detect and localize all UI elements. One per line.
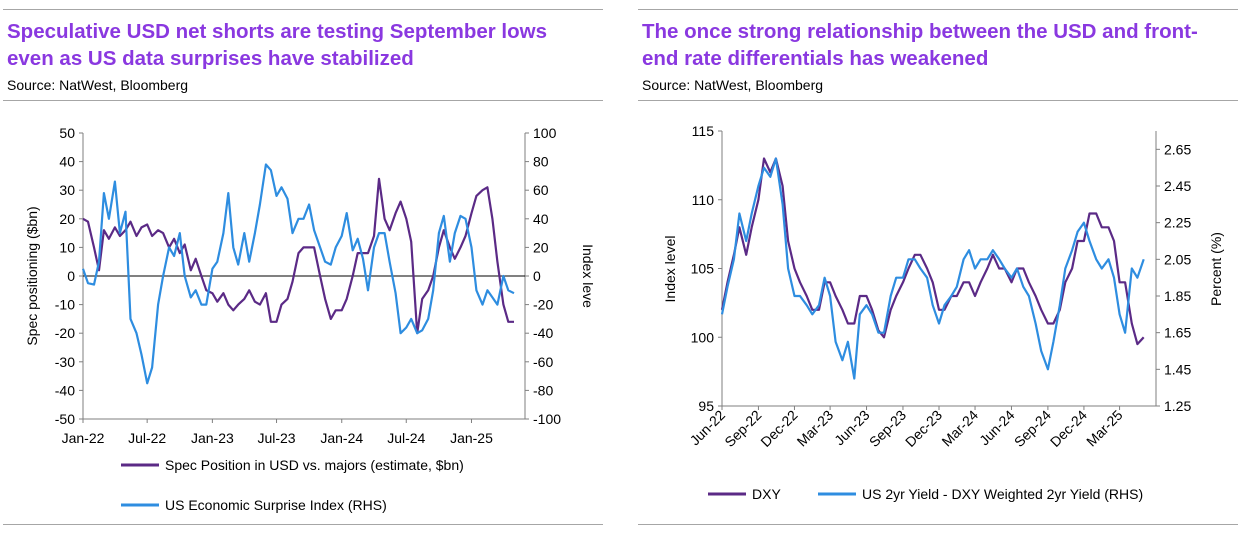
y-tick-label: -50: [55, 411, 75, 427]
y2-tick-label: 20: [533, 239, 549, 255]
x-tick-label: Dec-22: [757, 407, 800, 450]
y-tick-label: -10: [55, 297, 75, 313]
y-tick-label: 105: [691, 261, 715, 277]
x-tick-label: Jul-22: [128, 430, 166, 446]
chart-dxy-rate-differential: 115 110 105 100 95 2.65 2.45 2.25 2.05 1.85 1.65 1.…: [662, 123, 1224, 502]
y2-axis-label: Percent (%): [1208, 232, 1224, 306]
x-tick-label: Mar-24: [938, 407, 981, 450]
series-line-1: [720, 157, 1145, 346]
y-axis-label: Spec positioning ($bn): [24, 206, 40, 345]
y-axis-label: Index level: [662, 236, 678, 303]
source-note: Source: NatWest, Bloomberg: [7, 77, 189, 93]
x-tick-label: Jan-23: [191, 430, 234, 446]
x-tick-label: Jan-24: [320, 430, 363, 446]
y-tick-label: 50: [59, 125, 75, 141]
y-tick-label: 100: [691, 329, 715, 345]
y2-tick-label: 40: [533, 211, 549, 227]
legend-label: Spec Position in USD vs. majors (estimat…: [165, 457, 464, 473]
top-rule: [638, 9, 1238, 10]
y2-tick-label: 2.05: [1164, 251, 1191, 267]
right-panel: The once strong relationship between the…: [638, 0, 1238, 537]
legend-label: DXY: [752, 486, 781, 502]
y2-tick-label: 2.25: [1164, 215, 1191, 231]
x-tick-label: Sep-23: [866, 407, 909, 450]
y2-tick-label: -80: [533, 382, 553, 398]
y-tick-label: -40: [55, 382, 75, 398]
x-tick-label: Mar-23: [794, 407, 837, 450]
source-note: Source: NatWest, Bloomberg: [642, 77, 824, 93]
y2-tick-label: 1.85: [1164, 288, 1191, 304]
y-tick-label: 30: [59, 182, 75, 198]
bottom-rule: [638, 524, 1238, 525]
x-tick-label: Jun-23: [831, 407, 873, 449]
y2-tick-label: 80: [533, 154, 549, 170]
y-tick-label: 110: [692, 192, 715, 208]
left-panel: Speculative USD net shorts are testing S…: [3, 0, 603, 537]
x-tick-label: Dec-24: [1047, 407, 1090, 450]
series-line-1: [82, 177, 514, 335]
chart-title: Speculative USD net shorts are testing S…: [7, 20, 547, 70]
x-tick-label: Jun-24: [976, 407, 1018, 449]
y-tick-label: 20: [59, 211, 75, 227]
y2-tick-label: -100: [533, 411, 561, 427]
y-tick-label: -30: [55, 354, 75, 370]
y2-tick-label: 1.65: [1164, 325, 1191, 341]
y2-tick-label: 2.65: [1164, 141, 1191, 157]
x-tick-label: Sep-24: [1011, 407, 1054, 450]
y-tick-label: 10: [59, 239, 75, 255]
x-tick-label: Jan-22: [62, 430, 105, 446]
y-tick-label: -20: [55, 325, 75, 341]
series-line-2: [81, 163, 515, 385]
chart-spec-positioning: 50403020100-10-20-30-40-50100806040200-2…: [24, 125, 596, 513]
x-tick-label: Jul-23: [257, 430, 295, 446]
y-tick-label: 0: [67, 268, 75, 284]
x-tick-label: Sep-22: [721, 407, 764, 450]
y-tick-label: 115: [692, 123, 715, 139]
y2-tick-label: 0: [533, 268, 541, 284]
bottom-rule: [3, 524, 603, 525]
y2-tick-label: 100: [533, 125, 557, 141]
y2-tick-label: -60: [533, 354, 553, 370]
x-tick-label: Mar-25: [1083, 407, 1126, 450]
series-line-2: [720, 157, 1145, 380]
legend-label: US Economic Surprise Index (RHS): [165, 497, 387, 513]
y2-axis-label: Index leve: [580, 244, 596, 308]
y2-tick-label: 1.25: [1164, 398, 1191, 414]
x-tick-label: Jan-25: [450, 430, 493, 446]
chart-title: The once strong relationship between the…: [642, 20, 1198, 70]
divider-rule: [3, 100, 603, 101]
y-tick-label: 40: [59, 154, 75, 170]
divider-rule: [638, 100, 1238, 101]
y2-tick-label: -40: [533, 325, 553, 341]
y-tick-label: 95: [698, 398, 714, 414]
legend-label: US 2yr Yield - DXY Weighted 2yr Yield (R…: [862, 486, 1143, 502]
y2-tick-label: -20: [533, 297, 553, 313]
y2-tick-label: 2.45: [1164, 178, 1191, 194]
x-tick-label: Dec-23: [902, 407, 945, 450]
y2-tick-label: 1.45: [1164, 361, 1191, 377]
top-rule: [3, 9, 603, 10]
y2-tick-label: 60: [533, 182, 549, 198]
x-tick-label: Jul-24: [387, 430, 425, 446]
